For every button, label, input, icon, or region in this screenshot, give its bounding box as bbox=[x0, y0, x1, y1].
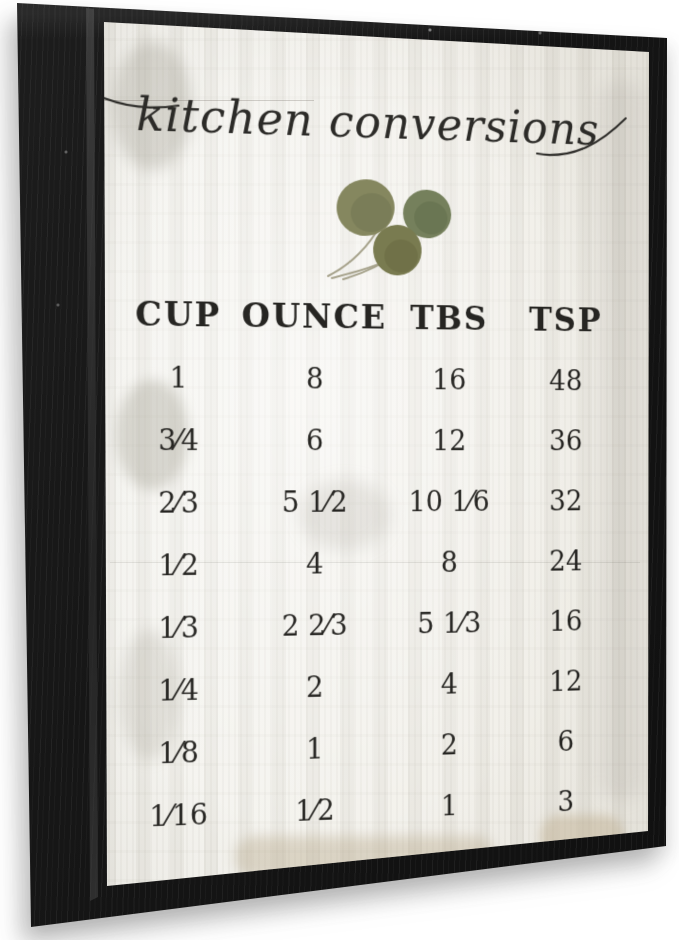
table-cell: 3⁄4 bbox=[158, 422, 199, 457]
table-cell: 16 bbox=[432, 362, 467, 396]
table-cell: 3 bbox=[557, 784, 575, 818]
title-block: kitchen conversions bbox=[104, 58, 628, 183]
table-cell: 16 bbox=[549, 604, 583, 638]
eucalyptus-leaves-icon bbox=[322, 174, 455, 282]
column-header-cup: CUP bbox=[135, 294, 222, 335]
sign-title: kitchen conversions bbox=[136, 86, 600, 156]
column-header-tsp: TSP bbox=[529, 300, 603, 340]
table-cell: 4 bbox=[440, 666, 458, 701]
table-cell: 10 1⁄6 bbox=[408, 484, 490, 518]
column-header-tbs: TBS bbox=[410, 298, 489, 339]
table-cell: 6 bbox=[557, 724, 575, 758]
table-cell: 8 bbox=[306, 361, 324, 395]
table-cell: 12 bbox=[549, 664, 583, 698]
table-cell: 1⁄4 bbox=[158, 672, 199, 708]
table-cell: 1⁄16 bbox=[149, 796, 208, 833]
table-cell: 1 bbox=[306, 731, 324, 766]
table-cell: 8 bbox=[440, 545, 458, 579]
column-header-ounce: OUNCE bbox=[241, 295, 387, 337]
sign-content: kitchen conversions CUP OUNCE TBS TSP 1 bbox=[104, 22, 646, 888]
table-cell: 2 2⁄3 bbox=[281, 607, 348, 643]
table-cell: 1⁄2 bbox=[158, 547, 199, 582]
table-cell: 36 bbox=[549, 423, 583, 457]
conversion-table: CUP OUNCE TBS TSP 1 8 16 48 3⁄4 6 12 36 … bbox=[104, 282, 611, 849]
table-cell: 2 bbox=[440, 727, 458, 761]
table-cell: 48 bbox=[549, 363, 583, 397]
table-cell: 6 bbox=[306, 423, 324, 457]
table-cell: 1⁄8 bbox=[158, 734, 199, 770]
table-cell: 1⁄2 bbox=[295, 792, 335, 828]
table-cell: 1 bbox=[169, 360, 188, 395]
table-cell: 1 bbox=[440, 788, 458, 822]
table-cell: 2⁄3 bbox=[158, 485, 199, 520]
table-cell: 5 1⁄2 bbox=[281, 484, 348, 519]
table-cell: 12 bbox=[432, 423, 467, 457]
table-cell: 4 bbox=[306, 546, 324, 580]
table-cell: 32 bbox=[549, 484, 583, 517]
table-cell: 5 1⁄3 bbox=[417, 605, 482, 640]
table-cell: 24 bbox=[549, 544, 583, 577]
table-cell: 2 bbox=[306, 669, 324, 704]
table-cell: 1⁄3 bbox=[158, 610, 199, 645]
